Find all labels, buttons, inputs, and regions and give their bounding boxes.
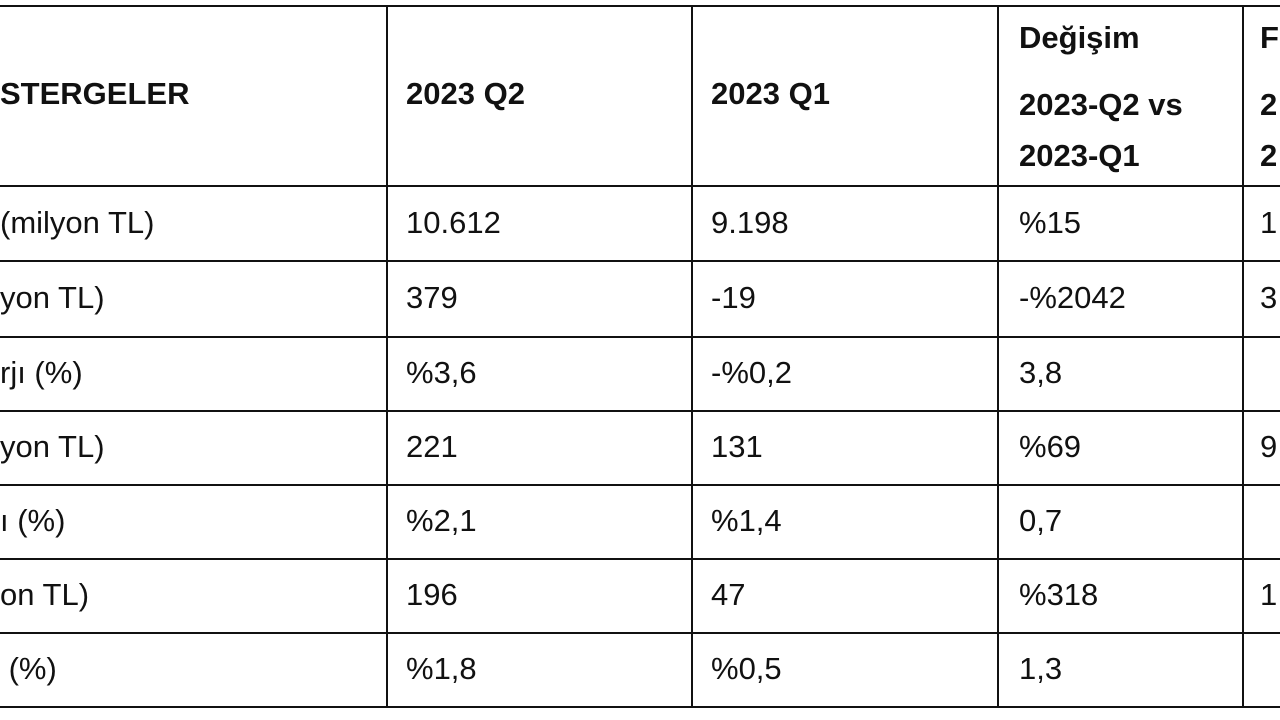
table-cell: %1,4 — [711, 503, 782, 538]
table-cell: %1,8 — [406, 651, 477, 686]
table-cell: (%) — [0, 651, 57, 686]
header-cell: 2023 Q2 — [406, 76, 525, 111]
table-cell: 1,3 — [1019, 651, 1063, 686]
table-cell: on TL) — [0, 577, 90, 612]
table-cell: ı (%) — [0, 503, 66, 538]
row-border — [0, 185, 1280, 187]
header-cell: Değişim — [1019, 20, 1140, 55]
table-cell: 131 — [711, 429, 763, 464]
table-cell: yon TL) — [0, 429, 105, 464]
row-border — [0, 5, 1280, 7]
table-cell: 196 — [406, 577, 458, 612]
table-cell: -%0,2 — [711, 355, 792, 390]
header-cell: 2 — [1260, 87, 1278, 122]
row-border — [0, 410, 1280, 412]
row-border — [0, 558, 1280, 560]
row-border — [0, 336, 1280, 338]
table-cell: -19 — [711, 280, 756, 315]
table-cell: 47 — [711, 577, 746, 612]
table-cell: 379 — [406, 280, 458, 315]
table-cell: 9 — [1260, 429, 1278, 464]
table-cell: rjı (%) — [0, 355, 83, 390]
table-cell: %318 — [1019, 577, 1099, 612]
table-cell: 3,8 — [1019, 355, 1063, 390]
header-cell: F — [1260, 20, 1279, 55]
row-border — [0, 260, 1280, 262]
header-cell: 2023-Q1 — [1019, 138, 1140, 173]
table-cell: %0,5 — [711, 651, 782, 686]
table-cell: 1 — [1260, 577, 1278, 612]
table-cell: 3 — [1260, 280, 1278, 315]
table-cell: %69 — [1019, 429, 1082, 464]
table-cell: %3,6 — [406, 355, 477, 390]
header-cell: 2023-Q2 vs — [1019, 87, 1183, 122]
column-border — [997, 5, 999, 706]
table-cell: yon TL) — [0, 280, 105, 315]
table-cell: 1 — [1260, 204, 1278, 240]
column-border — [691, 5, 693, 706]
table-cell: -%2042 — [1019, 280, 1126, 315]
table-cell: 221 — [406, 429, 458, 464]
column-border — [386, 5, 388, 706]
table-cell: 9.198 — [711, 204, 789, 240]
table-cell: 10.612 — [406, 204, 501, 240]
row-border — [0, 484, 1280, 486]
header-cell: 2023 Q1 — [711, 76, 830, 111]
header-cell: STERGELER — [0, 76, 190, 111]
table-cell: %2,1 — [406, 503, 477, 538]
header-cell: 2 — [1260, 138, 1278, 173]
table-cell: (milyon TL) — [0, 204, 155, 240]
column-border — [1242, 5, 1244, 706]
table-cell: 0,7 — [1019, 503, 1063, 538]
row-border — [0, 632, 1280, 634]
row-border — [0, 706, 1280, 708]
table-cell: %15 — [1019, 204, 1082, 240]
